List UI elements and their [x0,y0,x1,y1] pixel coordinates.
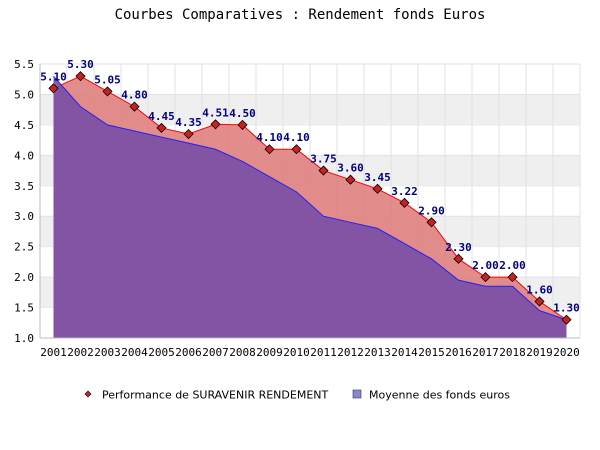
data-point-marker [237,119,248,130]
legend: Performance de SURAVENIR RENDEMENT Moyen… [84,389,510,402]
data-point-marker [399,197,410,208]
data-label: 2.30 [445,241,472,254]
data-label: 4.45 [148,110,175,123]
legend-item-performance[interactable]: Performance de SURAVENIR RENDEMENT [84,389,329,402]
data-label: 4.35 [175,116,202,129]
x-tick-label: 2005 [148,346,175,359]
data-label: 4.10 [283,131,310,144]
y-tick-label: 5.0 [14,88,34,101]
data-labels: 5.105.305.054.804.45 4.354.51 4.504.10 4.10… [40,58,580,315]
y-axis-tick-labels: 1.0 1.5 2.0 2.5 3.0 3.5 4.0 4.5 5.0 5.5 [14,58,34,345]
x-tick-label: 2015 [418,346,445,359]
x-tick-label: 2017 [472,346,499,359]
x-tick-label: 2004 [121,346,148,359]
legend-item-average[interactable]: Moyenne des fonds euros [352,389,510,402]
x-tick-label: 2002 [67,346,94,359]
data-label: 3.75 [310,153,337,166]
legend-label-average: Moyenne des fonds euros [369,389,510,402]
data-label: 4.50 [229,107,256,120]
data-point-marker [345,174,356,185]
data-point-marker [561,314,572,325]
x-tick-label: 2006 [175,346,202,359]
x-tick-label: 2008 [229,346,256,359]
data-markers [48,71,572,325]
x-tick-label: 2010 [283,346,310,359]
x-tick-label: 2014 [391,346,418,359]
legend-swatch-average-icon [352,389,362,399]
data-point-marker [48,83,59,94]
series-areas [53,75,567,338]
data-label: 3.60 [337,162,364,175]
data-point-marker [210,119,221,130]
data-point-marker [372,183,383,194]
x-tick-label: 2013 [364,346,391,359]
data-label: 4.10 [256,131,283,144]
data-point-marker [318,165,329,176]
y-tick-label: 4.0 [14,149,34,162]
data-label: 2.00 [472,259,499,272]
data-point-marker [291,144,302,155]
data-point-marker [480,272,491,283]
data-label: 5.30 [67,58,94,71]
x-tick-label: 2003 [94,346,121,359]
data-point-marker [156,122,167,133]
data-label: 3.22 [391,185,418,198]
y-tick-label: 1.0 [14,332,34,345]
axes [39,64,580,339]
y-tick-label: 3.0 [14,210,34,223]
y-tick-label: 3.5 [14,180,34,193]
x-tick-label: 2001 [40,346,67,359]
data-label: 3.45 [364,171,391,184]
data-point-marker [453,253,464,264]
legend-diamond-marker-icon [84,390,92,398]
legend-label-performance: Performance de SURAVENIR RENDEMENT [102,389,329,402]
average-line [53,75,567,321]
data-point-marker [102,86,113,97]
y-tick-label: 5.5 [14,58,34,71]
y-tick-label: 4.5 [14,119,34,132]
data-label: 4.80 [121,89,148,102]
data-point-marker [183,128,194,140]
data-label: 5.05 [94,73,121,86]
data-label: 4.51 [202,106,229,119]
performance-line [53,75,567,321]
x-tick-label: 2020 [553,346,580,359]
data-label: 5.10 [40,70,67,83]
x-tick-label: 2016 [445,346,472,359]
x-tick-label: 2011 [310,346,337,359]
data-point-marker [426,217,437,228]
x-tick-label: 2012 [337,346,364,359]
data-point-marker [507,272,518,283]
data-point-marker [534,296,545,307]
x-tick-label: 2019 [526,346,553,359]
data-label: 2.90 [418,204,445,217]
chart-title: Courbes Comparatives : Rendement fonds E… [115,7,486,23]
x-axis-tick-labels: 2001 2002 2003 2004 2005 2006 2007 2008 2009 2010… [40,346,580,359]
data-point-marker [129,101,140,112]
y-tick-label: 1.5 [14,302,34,315]
data-label: 2.00 [499,259,526,272]
data-point-marker [75,71,86,82]
data-label: 1.60 [526,283,553,296]
x-tick-label: 2009 [256,346,283,359]
x-tick-label: 2007 [202,346,229,359]
y-tick-label: 2.0 [14,271,34,284]
data-label: 1.30 [553,302,580,315]
y-tick-label: 2.5 [14,241,34,254]
data-point-marker [264,144,275,155]
x-tick-label: 2018 [499,346,526,359]
